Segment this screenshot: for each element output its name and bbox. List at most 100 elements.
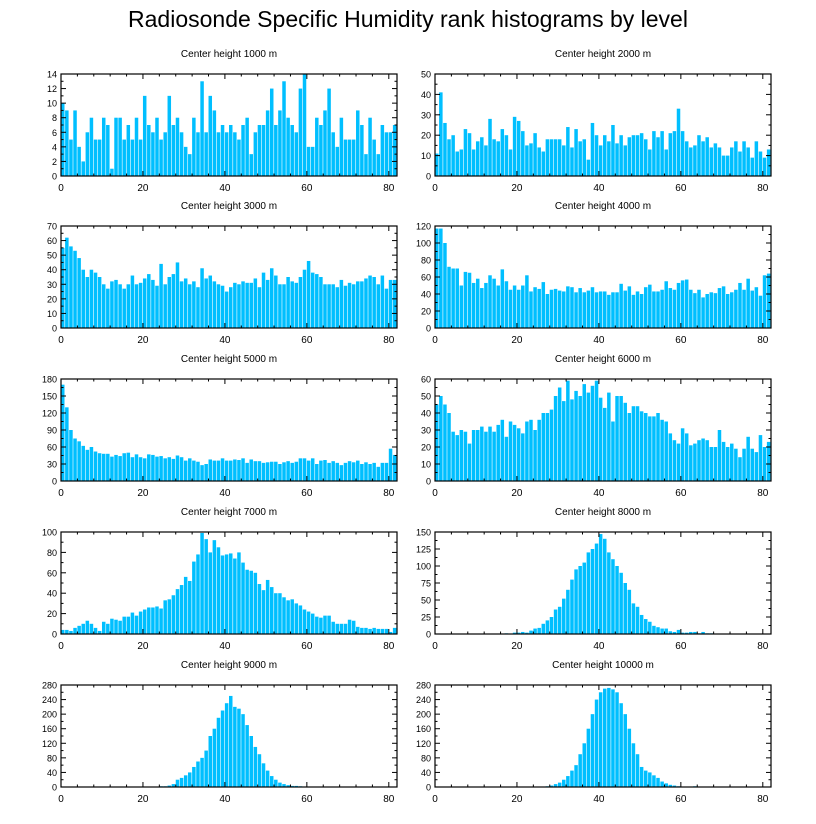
histogram-bar [660,781,664,787]
histogram-bar [69,246,73,328]
histogram-bar [766,149,771,176]
histogram-bar [594,135,599,176]
histogram-bar [183,278,188,328]
histogram-bar [443,243,447,328]
histogram-bar [709,447,714,481]
histogram-bar [471,430,476,481]
panel-title: Center height 5000 m [181,354,277,365]
histogram-bar [216,460,221,481]
histogram-bar [69,139,73,176]
y-tick-label: 0 [52,477,57,487]
histogram-bar [684,433,689,481]
histogram-bar [61,247,65,328]
histogram-bar [192,117,196,176]
histogram-bar [101,621,106,634]
histogram-bar [562,145,566,176]
histogram-bar [134,454,139,481]
histogram-bar [347,282,352,328]
panel-title: Center height 10000 m [552,660,654,671]
histogram-bar [306,260,311,328]
histogram-bar [684,141,689,176]
histogram-bar [237,284,241,328]
histogram-bar [200,465,204,481]
histogram-bar [130,275,135,328]
x-tick-label: 60 [675,794,687,805]
histogram-bar [306,611,311,634]
histogram-bar [615,292,619,328]
histogram-bar [151,607,155,634]
histogram-bar [224,132,229,176]
histogram-bar [615,396,619,481]
histogram-bar [257,754,262,787]
histogram-bar [537,419,541,481]
histogram-bar [529,291,533,328]
histogram-bar [212,540,217,634]
panel-title: Center height 8000 m [555,507,651,518]
x-tick-label: 0 [432,794,438,805]
histogram-bar [356,460,360,481]
histogram-bar [652,416,656,481]
histogram-bar [598,397,603,481]
histogram-bar [631,294,636,328]
y-tick-label: 50 [47,251,57,261]
histogram-bar [586,728,591,787]
histogram-bar [648,621,652,634]
histogram-bar [208,275,213,328]
histogram-bar [360,627,364,634]
histogram-bar [265,110,270,176]
histogram-bar [110,456,114,481]
histogram-bar [335,623,340,634]
histogram-bar [298,277,303,328]
histogram-bar [163,600,167,634]
x-tick-label: 40 [219,794,231,805]
histogram-bar [159,263,163,328]
histogram-bar [607,294,611,328]
histogram-bar [343,623,348,634]
histogram-bar [323,615,327,634]
x-tick-label: 0 [58,488,64,499]
y-tick-label: 4 [52,142,57,152]
histogram-bar [327,284,331,328]
y-tick-label: 150 [42,392,57,402]
histogram-bar [278,284,282,328]
histogram-bar [110,168,114,176]
histogram-bar [623,290,627,328]
histogram-bar [286,461,290,481]
histogram-bar [680,131,685,176]
histogram-bar [480,288,484,328]
y-tick-label: 10 [421,151,431,161]
histogram-bar [742,448,746,481]
histogram-bar [343,139,348,176]
histogram-bar [648,284,652,328]
histogram-bar [668,631,673,634]
histogram-bar [278,593,282,634]
histogram-bar [701,438,705,481]
histogram-bar [192,281,196,328]
histogram-bar [167,95,172,176]
histogram-bar [65,629,69,634]
histogram-bar [570,287,574,328]
y-tick-label: 10 [47,99,57,109]
histogram-bar [480,137,484,176]
histogram-bar [725,294,730,328]
y-tick-label: 100 [42,528,57,538]
histogram-bar [192,766,196,787]
histogram-bar [200,533,204,634]
histogram-bar [269,268,274,328]
panel-title: Center height 2000 m [555,49,651,60]
histogram-bar [455,151,459,176]
histogram-bar [488,275,492,328]
y-tick-label: 10 [47,309,57,319]
histogram-bar [331,461,335,481]
histogram-bar [200,268,204,328]
histogram-bar [323,284,327,328]
histogram-bar [138,139,143,176]
histogram-bar [709,147,714,176]
histogram-bar [562,779,566,787]
histogram-bar [566,380,570,481]
histogram-bar [97,630,102,634]
histogram-bar [347,139,352,176]
histogram-bar [290,462,294,481]
histogram-bar [392,279,397,328]
x-tick-label: 0 [58,183,64,194]
